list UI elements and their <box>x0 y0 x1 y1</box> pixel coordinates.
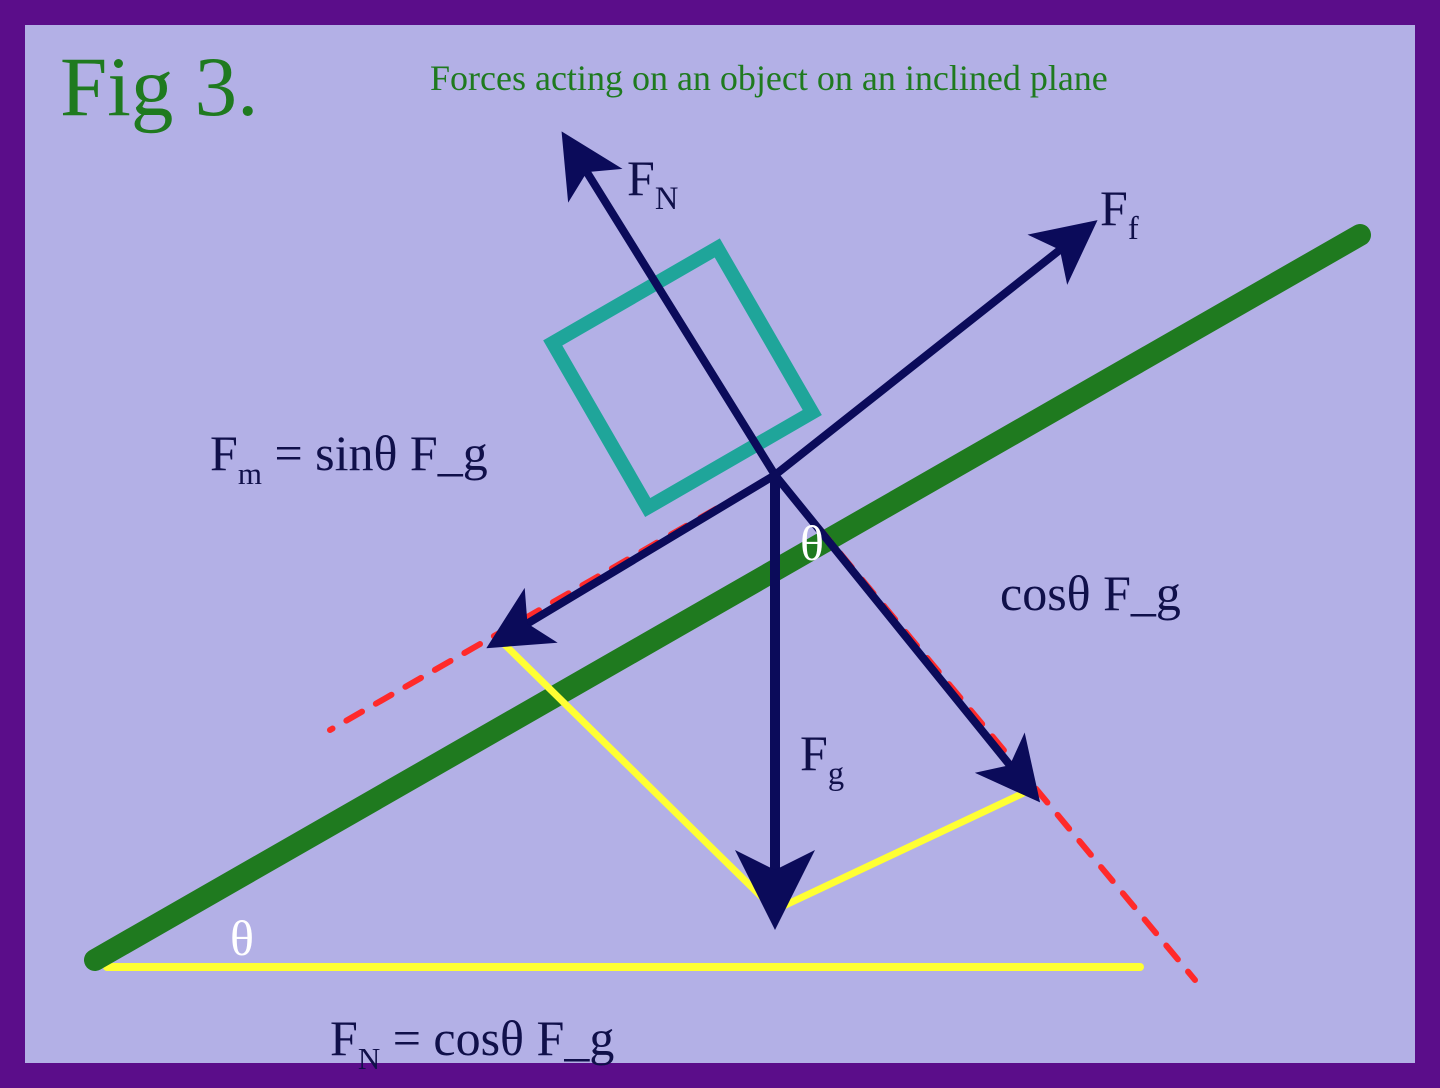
theta-block-label: θ <box>800 515 824 571</box>
figure-subtitle: Forces acting on an object on an incline… <box>430 58 1108 98</box>
label-cosfg: cosθ F_g <box>1000 565 1181 621</box>
diagram-background <box>0 0 1440 1088</box>
theta-base-label: θ <box>230 910 254 966</box>
figure-frame: θ θ Fig 3. Forces acting on an object on… <box>0 0 1440 1088</box>
figure-title: Fig 3. <box>60 40 258 134</box>
inclined-plane-diagram: θ θ Fig 3. Forces acting on an object on… <box>0 0 1440 1088</box>
